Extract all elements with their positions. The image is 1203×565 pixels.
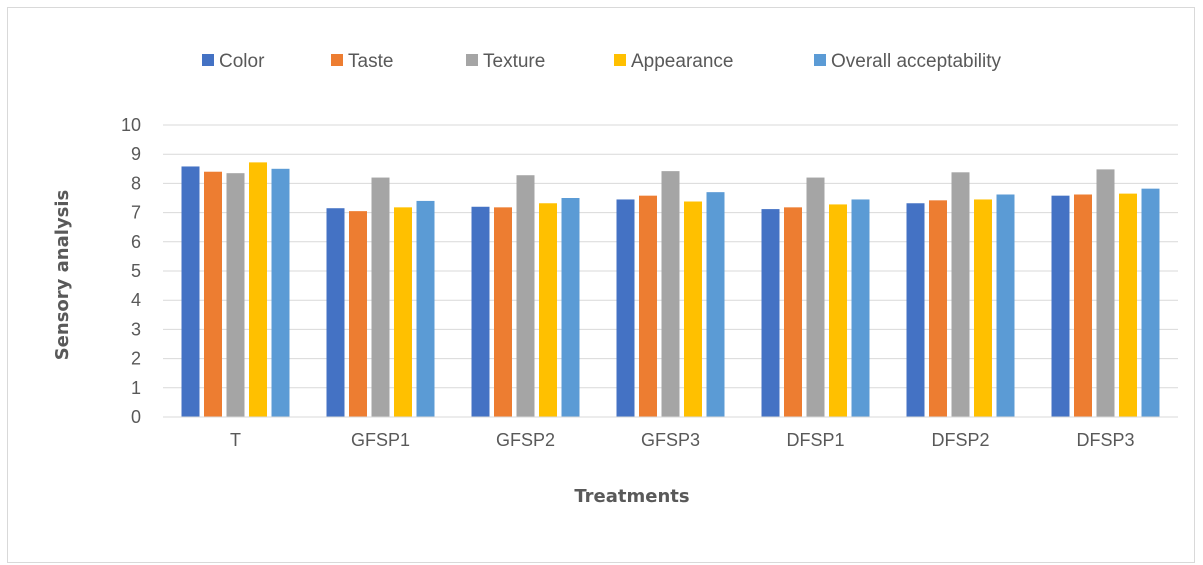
x-tick-label: T xyxy=(230,430,241,450)
bar-overall-acceptability-t xyxy=(272,169,290,417)
y-axis-ticks: 0 1 2 3 4 5 6 7 8 9 10 xyxy=(121,115,141,427)
bar-texture-dfsp2 xyxy=(952,172,970,417)
bar-chart: Color Taste Texture Appearance Overall accep… xyxy=(8,8,1194,562)
y-tick-label: 0 xyxy=(131,407,141,427)
bar-texture-gfsp2 xyxy=(517,175,535,417)
y-tick-label: 3 xyxy=(131,319,141,339)
legend-swatch xyxy=(466,54,478,66)
bar-appearance-dfsp2 xyxy=(974,199,992,417)
bar-taste-dfsp2 xyxy=(929,200,947,417)
bar-texture-gfsp1 xyxy=(372,178,390,417)
y-axis-title: Sensory analysis xyxy=(52,190,73,361)
legend-label: Overall acceptability xyxy=(831,51,1002,72)
chart-frame: Color Taste Texture Appearance Overall accep… xyxy=(7,7,1195,563)
bar-appearance-dfsp3 xyxy=(1119,194,1137,417)
bar-overall-acceptability-dfsp2 xyxy=(997,194,1015,417)
bars xyxy=(182,162,1160,417)
bar-appearance-t xyxy=(249,162,267,417)
legend-swatch xyxy=(614,54,626,66)
x-tick-label: GFSP2 xyxy=(496,430,555,450)
bar-color-gfsp3 xyxy=(617,199,635,417)
bar-overall-acceptability-dfsp1 xyxy=(852,199,870,417)
x-tick-label: DFSP1 xyxy=(786,430,844,450)
bar-taste-dfsp3 xyxy=(1074,194,1092,417)
legend-label: Color xyxy=(219,51,265,72)
x-tick-label: GFSP3 xyxy=(641,430,700,450)
y-tick-label: 10 xyxy=(121,115,141,135)
legend-swatch xyxy=(331,54,343,66)
bar-texture-dfsp3 xyxy=(1097,169,1115,417)
y-tick-label: 5 xyxy=(131,261,141,281)
bar-appearance-dfsp1 xyxy=(829,204,847,417)
bar-overall-acceptability-dfsp3 xyxy=(1142,189,1160,417)
bar-texture-dfsp1 xyxy=(807,178,825,417)
bar-appearance-gfsp3 xyxy=(684,202,702,417)
bar-appearance-gfsp2 xyxy=(539,203,557,417)
legend: Color Taste Texture Appearance Overall accep… xyxy=(202,51,1002,72)
bar-taste-dfsp1 xyxy=(784,207,802,417)
bar-color-dfsp2 xyxy=(907,203,925,417)
x-axis-title: Treatments xyxy=(574,486,689,507)
bar-taste-gfsp1 xyxy=(349,211,367,417)
x-tick-label: GFSP1 xyxy=(351,430,410,450)
y-tick-label: 4 xyxy=(131,290,141,310)
bar-texture-gfsp3 xyxy=(662,171,680,417)
bar-texture-t xyxy=(227,173,245,417)
bar-overall-acceptability-gfsp3 xyxy=(707,192,725,417)
bar-overall-acceptability-gfsp2 xyxy=(562,198,580,417)
legend-label: Texture xyxy=(483,51,545,72)
bar-overall-acceptability-gfsp1 xyxy=(417,201,435,417)
bar-color-dfsp3 xyxy=(1052,196,1070,417)
legend-swatch xyxy=(814,54,826,66)
bar-taste-gfsp2 xyxy=(494,207,512,417)
x-axis: T GFSP1 GFSP2 GFSP3 DFSP1 DFSP2 DFSP3 xyxy=(163,417,1178,450)
bar-color-gfsp1 xyxy=(327,208,345,417)
y-tick-label: 2 xyxy=(131,349,141,369)
bar-appearance-gfsp1 xyxy=(394,207,412,417)
bar-taste-gfsp3 xyxy=(639,196,657,417)
x-tick-label: DFSP2 xyxy=(931,430,989,450)
x-tick-label: DFSP3 xyxy=(1076,430,1134,450)
bar-taste-t xyxy=(204,172,222,417)
bar-color-dfsp1 xyxy=(762,209,780,417)
y-tick-label: 8 xyxy=(131,173,141,193)
y-tick-label: 7 xyxy=(131,203,141,223)
y-tick-label: 6 xyxy=(131,232,141,252)
y-tick-label: 1 xyxy=(131,378,141,398)
y-tick-label: 9 xyxy=(131,144,141,164)
legend-label: Appearance xyxy=(631,51,733,72)
legend-swatch xyxy=(202,54,214,66)
bar-color-t xyxy=(182,166,200,417)
legend-label: Taste xyxy=(348,51,393,72)
bar-color-gfsp2 xyxy=(472,207,490,417)
